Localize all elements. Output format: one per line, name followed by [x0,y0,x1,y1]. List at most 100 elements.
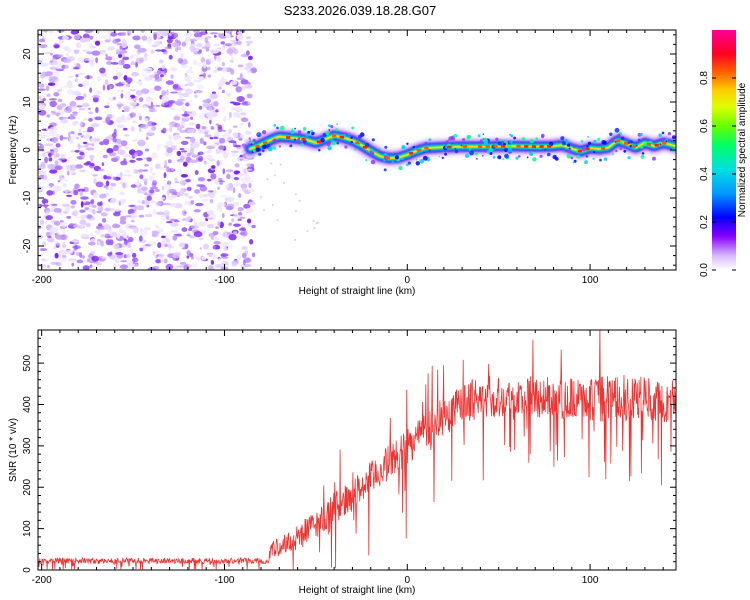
noise-blob [107,46,115,51]
noise-blob [79,121,83,127]
noise-blob [184,243,189,249]
noise-blob [122,38,127,44]
noise-blob [141,35,148,41]
noise-blob [47,82,56,86]
ridge-speckle [587,141,592,145]
noise-blob [38,170,44,175]
noise-blob [186,152,191,157]
noise-blob [122,56,130,61]
noise-blob [62,35,69,41]
noise-blob [205,126,209,130]
ridge-speckle [586,145,589,148]
noise-blob [224,43,232,47]
noise-blob [294,193,297,196]
noise-blob [180,155,185,161]
noise-blob [245,207,254,214]
noise-blob [198,237,204,241]
noise-blob [38,104,45,110]
noise-blob [105,239,112,246]
noise-blob [144,213,153,218]
noise-blob [129,226,138,229]
noise-blob [46,178,50,184]
noise-blob [73,189,79,196]
noise-blob [241,252,247,259]
noise-blob [276,219,279,222]
noise-blob [208,190,214,193]
noise-blob [82,265,90,270]
noise-blob [233,223,241,227]
ridge-speckle [445,140,449,143]
noise-blob [237,212,243,216]
noise-blob [120,140,128,147]
noise-blob [97,75,101,82]
ridge-speckle [504,153,509,159]
noise-blob [176,191,185,197]
noise-blob [113,243,120,250]
noise-blob [226,48,234,55]
noise-blob [131,219,135,223]
bottom-y-axis-label: SNR (10 * v/v) [8,418,19,482]
noise-blob [68,136,74,143]
noise-blob [233,111,241,117]
noise-blob [131,71,140,77]
noise-blob [72,121,79,124]
noise-blob [76,259,84,264]
noise-blob [160,239,169,246]
noise-blob [187,100,192,103]
noise-blob [154,188,160,193]
noise-blob [97,239,102,241]
noise-blob [98,223,103,227]
noise-blob [187,128,195,134]
noise-blob [118,59,123,66]
noise-blob [58,175,62,181]
ridge-peak [501,144,506,148]
noise-blob [61,177,66,181]
noise-blob [73,216,80,219]
noise-blob [137,200,142,204]
ridge-speckle [443,147,446,150]
colorbar-tick-label: 0.2 [699,215,710,229]
noise-blob [235,107,243,113]
ridge-peak [255,144,260,148]
noise-blob [214,264,223,269]
y-tick-label: 200 [22,478,33,495]
noise-blob [93,138,101,142]
noise-blob [51,70,59,73]
noise-blob [44,202,48,206]
ridge-speckle [521,137,526,141]
colorbar-label: Normalized spectral amplitude [737,82,748,217]
noise-blob [193,221,197,226]
noise-blob [226,92,232,97]
noise-blob [213,236,220,242]
ridge-speckle [398,165,403,171]
y-tick-label: -20 [22,238,33,253]
noise-blob [160,74,164,78]
noise-blob [216,149,220,153]
noise-blob [200,57,206,63]
noise-blob [182,209,187,216]
noise-blob [213,241,221,245]
ridge-speckle [401,145,406,150]
noise-blob [73,33,81,40]
noise-blob [73,50,80,55]
noise-blob [39,38,45,43]
noise-blob [146,204,150,208]
noise-blob [152,208,157,216]
noise-blob [75,164,83,169]
ridge-speckle [328,129,331,131]
ridge-speckle [253,155,256,157]
noise-blob [74,149,81,153]
noise-blob [75,74,79,78]
noise-blob [198,127,202,134]
noise-blob [95,181,104,188]
noise-blob [174,114,183,117]
ridge-speckle [293,138,297,141]
noise-blob [149,189,155,194]
noise-blob [74,78,78,82]
ridge-speckle [370,159,376,165]
noise-blob [219,137,226,144]
noise-blob [164,145,169,149]
noise-blob [237,136,246,139]
noise-blob [49,184,53,189]
noise-blob [112,75,118,80]
